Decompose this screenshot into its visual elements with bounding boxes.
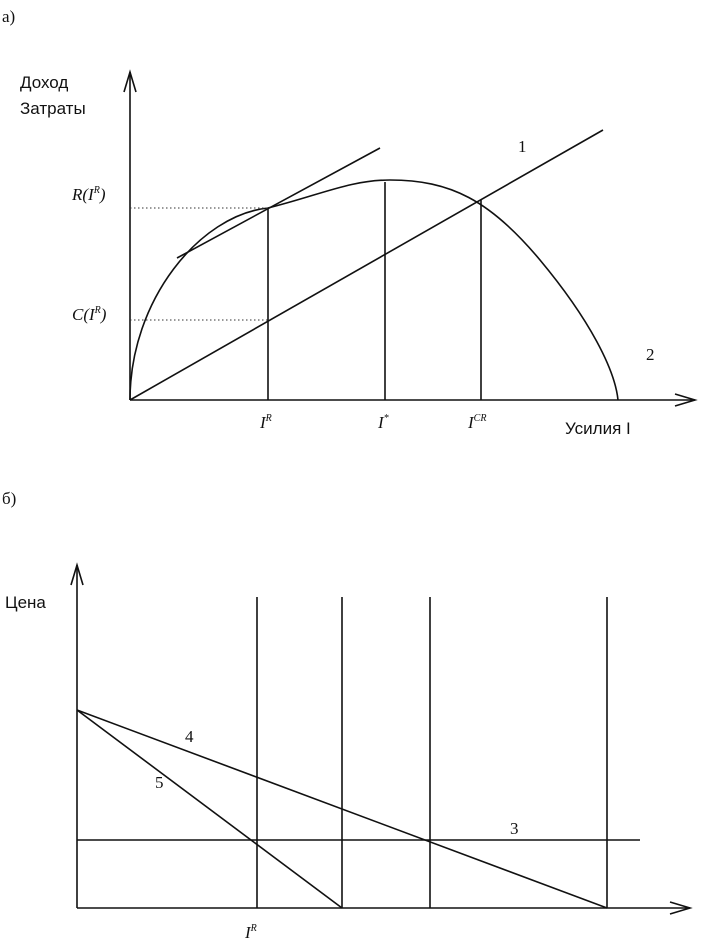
curve-label: 4 xyxy=(185,727,194,746)
panel-label: а) xyxy=(2,7,15,26)
demand-line xyxy=(76,709,608,909)
y-axis-label: Цена xyxy=(5,593,46,612)
curve-label: 3 xyxy=(510,819,519,838)
axes xyxy=(70,562,693,915)
value-label: R(IR) xyxy=(71,185,106,204)
label-part: CR xyxy=(474,413,487,424)
label-part: I xyxy=(244,923,252,942)
cost-line xyxy=(129,129,604,401)
label-part: * xyxy=(384,413,389,424)
label-part: R(I xyxy=(71,185,95,204)
curve-label: 5 xyxy=(155,773,164,792)
x-label: IR xyxy=(244,923,257,942)
curve-label: 2 xyxy=(646,345,655,364)
x-label: ICR xyxy=(467,413,486,432)
panel-label: б) xyxy=(2,489,16,508)
revenue-curve xyxy=(129,179,619,401)
x-axis-label: Усилия I xyxy=(565,419,631,438)
axes xyxy=(123,69,698,407)
tangent-line xyxy=(176,147,381,259)
label-part: I xyxy=(259,413,267,432)
label-part: C(I xyxy=(72,305,96,324)
y-axis-label: Доход xyxy=(20,73,68,92)
marginal-line xyxy=(76,709,343,909)
label-part: I xyxy=(467,413,475,432)
y-axis-label: Затраты xyxy=(20,99,86,118)
label-part: R xyxy=(265,413,272,424)
label-part: R xyxy=(250,923,257,934)
label-part: R xyxy=(93,185,100,196)
x-label: I* xyxy=(377,413,389,432)
label-part: ) xyxy=(99,185,106,204)
label-part: R xyxy=(94,305,101,316)
curve-label: 1 xyxy=(518,137,527,156)
value-label: C(IR) xyxy=(72,305,107,324)
label-part: ) xyxy=(100,305,107,324)
label-part: I xyxy=(377,413,385,432)
x-label: IR xyxy=(259,413,272,432)
